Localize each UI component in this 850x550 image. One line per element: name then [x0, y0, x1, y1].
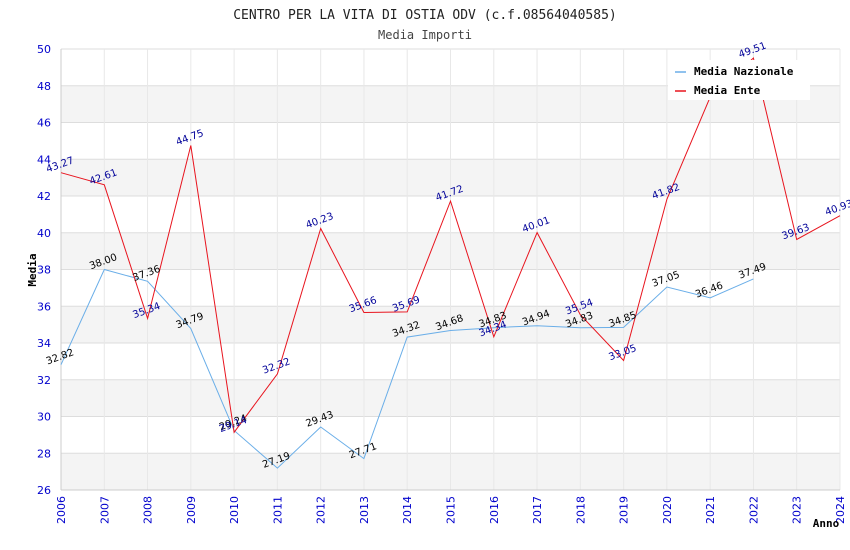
y-tick-label: 42: [37, 190, 51, 203]
x-tick-label: 2014: [401, 496, 414, 524]
x-tick-label: 2023: [791, 496, 804, 524]
axes: [60, 49, 840, 491]
x-tick-label: 2021: [704, 496, 717, 524]
chart-title: CENTRO PER LA VITA DI OSTIA ODV (c.f.085…: [233, 8, 617, 23]
y-tick-label: 46: [37, 117, 51, 130]
y-tick-label: 50: [37, 43, 51, 56]
x-axis-title: Anno: [813, 517, 840, 530]
x-tick-label: 2018: [574, 496, 587, 524]
y-tick-label: 32: [37, 374, 51, 387]
x-tick-label: 2022: [747, 496, 760, 524]
x-tick-label: 2024: [834, 496, 847, 524]
x-tick-label: 2015: [445, 496, 458, 524]
x-tick-label: 2008: [142, 496, 155, 524]
y-tick-label: 26: [37, 484, 51, 497]
x-tick-label: 2009: [185, 496, 198, 524]
x-tick-label: 2017: [531, 496, 544, 524]
x-tick-label: 2016: [488, 496, 501, 524]
legend: Media Nazionale Media Ente: [668, 60, 810, 100]
y-tick-label: 44: [37, 153, 51, 166]
series-line-media-nazionale: [60, 268, 754, 469]
y-tick-labels: 26 28 30 32 34 36 38 40 42 44 46 48 50: [37, 43, 51, 497]
y-tick-label: 30: [37, 411, 51, 424]
x-tick-labels: 2006 2007 2008 2009 2010 2011 2012 2013 2014 2015…: [55, 496, 847, 524]
legend-label-media-ente: Media Ente: [694, 84, 761, 97]
x-tick-label: 2019: [618, 496, 631, 524]
x-tick-label: 2006: [55, 496, 68, 524]
chart-subtitle: Media Importi: [378, 28, 472, 42]
x-tick-label: 2020: [661, 496, 674, 524]
y-tick-label: 34: [37, 337, 51, 350]
y-tick-label: 38: [37, 264, 51, 277]
y-tick-label: 28: [37, 447, 51, 460]
x-tick-label: 2010: [228, 496, 241, 524]
x-tick-label: 2013: [358, 496, 371, 524]
x-tick-label: 2011: [271, 496, 284, 524]
x-tick-label: 2007: [98, 496, 111, 524]
legend-box: [668, 60, 810, 100]
y-tick-label: 40: [37, 227, 51, 240]
y-tick-label: 48: [37, 80, 51, 93]
legend-label-media-nazionale: Media Nazionale: [694, 65, 794, 78]
x-tick-label: 2012: [315, 496, 328, 524]
y-axis-title: Media: [26, 253, 39, 286]
y-tick-label: 36: [37, 300, 51, 313]
